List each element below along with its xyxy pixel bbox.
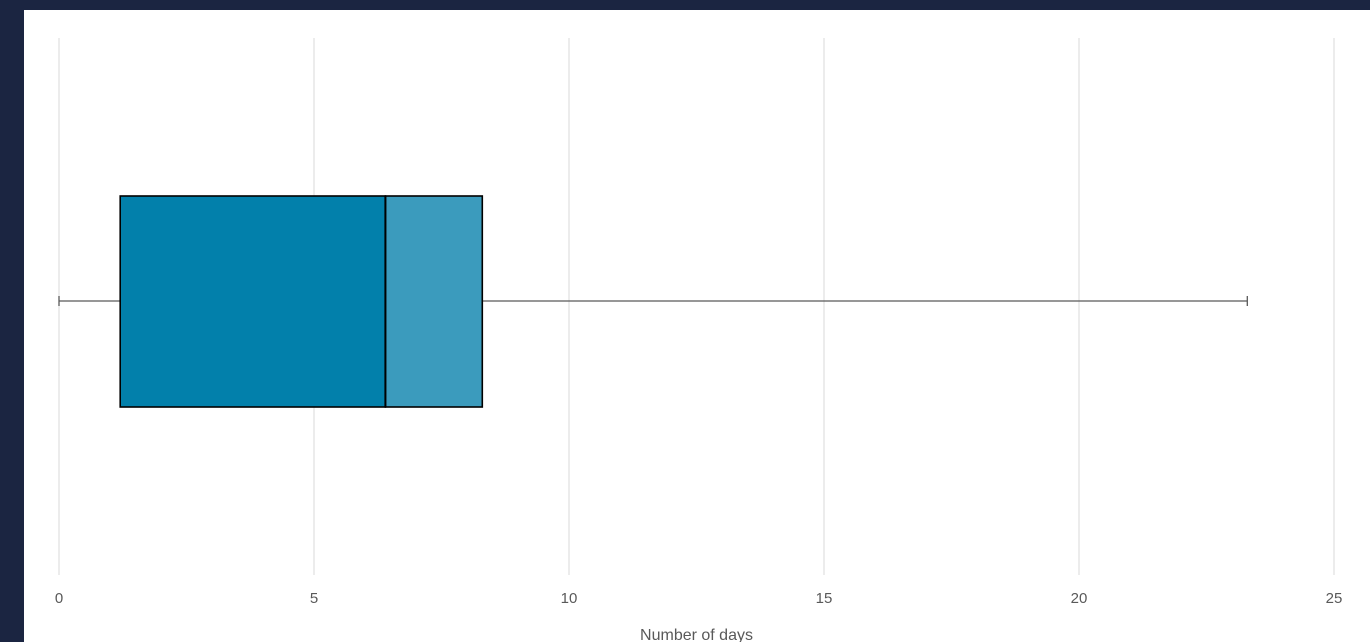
- x-axis-title: Number of days: [640, 627, 753, 642]
- x-tick-label: 15: [816, 590, 833, 607]
- x-tick-label: 0: [55, 590, 63, 607]
- x-tick-label: 10: [561, 590, 578, 607]
- x-tick-label: 20: [1071, 590, 1088, 607]
- x-tick-label: 25: [1326, 590, 1343, 607]
- box-plot-chart: 0 5 10 15 20 25 Number of days: [55, 38, 1343, 642]
- chart-panel: 0 5 10 15 20 25 Number of days: [24, 10, 1370, 642]
- whiskers: [58, 296, 1248, 306]
- gridlines: [58, 38, 1335, 575]
- x-tick-label: 5: [310, 590, 318, 607]
- box: [119, 195, 484, 408]
- x-tick-labels: 0 5 10 15 20 25: [55, 590, 1343, 607]
- upper-box: [384, 195, 484, 408]
- lower-box: [119, 195, 387, 408]
